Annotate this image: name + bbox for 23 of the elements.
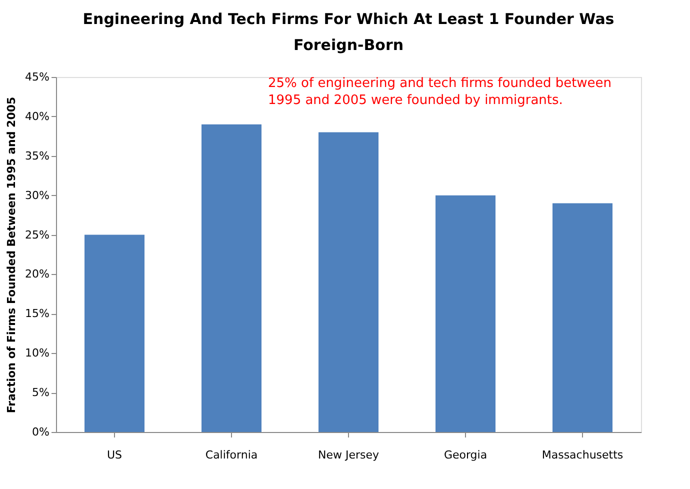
bar bbox=[436, 195, 496, 432]
y-tick-label: 35% bbox=[25, 149, 50, 162]
x-tick-label: California bbox=[205, 448, 258, 462]
y-tick-label: 30% bbox=[25, 188, 50, 202]
y-tick-label: 0% bbox=[32, 426, 50, 438]
y-tick-label: 20% bbox=[25, 268, 50, 281]
x-tick-label: Georgia bbox=[444, 448, 488, 462]
y-tick-label: 40% bbox=[25, 110, 50, 123]
x-tick-label: US bbox=[106, 448, 122, 462]
bar bbox=[84, 234, 144, 432]
bar bbox=[318, 132, 378, 432]
chart-title: Engineering And Tech Firms For Which At Least 1 Founder Was Foreign-Born bbox=[82, 10, 614, 54]
y-tick-label: 5% bbox=[32, 386, 50, 400]
y-tick-label: 25% bbox=[25, 228, 50, 242]
x-tick-label: Massachusetts bbox=[542, 448, 624, 462]
x-tick-label: New Jersey bbox=[318, 448, 380, 462]
annotation: 25% of engineering and tech firms founded between 1995 and 2005 were founded by immigrants. bbox=[268, 76, 612, 108]
y-tick-label: 45% bbox=[25, 70, 50, 84]
y-tick-label: 15% bbox=[25, 307, 50, 320]
bar bbox=[552, 203, 612, 432]
y-axis-title: Fraction of Firms Founded Between 1995 and 2005 bbox=[5, 96, 18, 414]
bar bbox=[202, 124, 262, 432]
y-tick-label: 10% bbox=[25, 346, 50, 360]
